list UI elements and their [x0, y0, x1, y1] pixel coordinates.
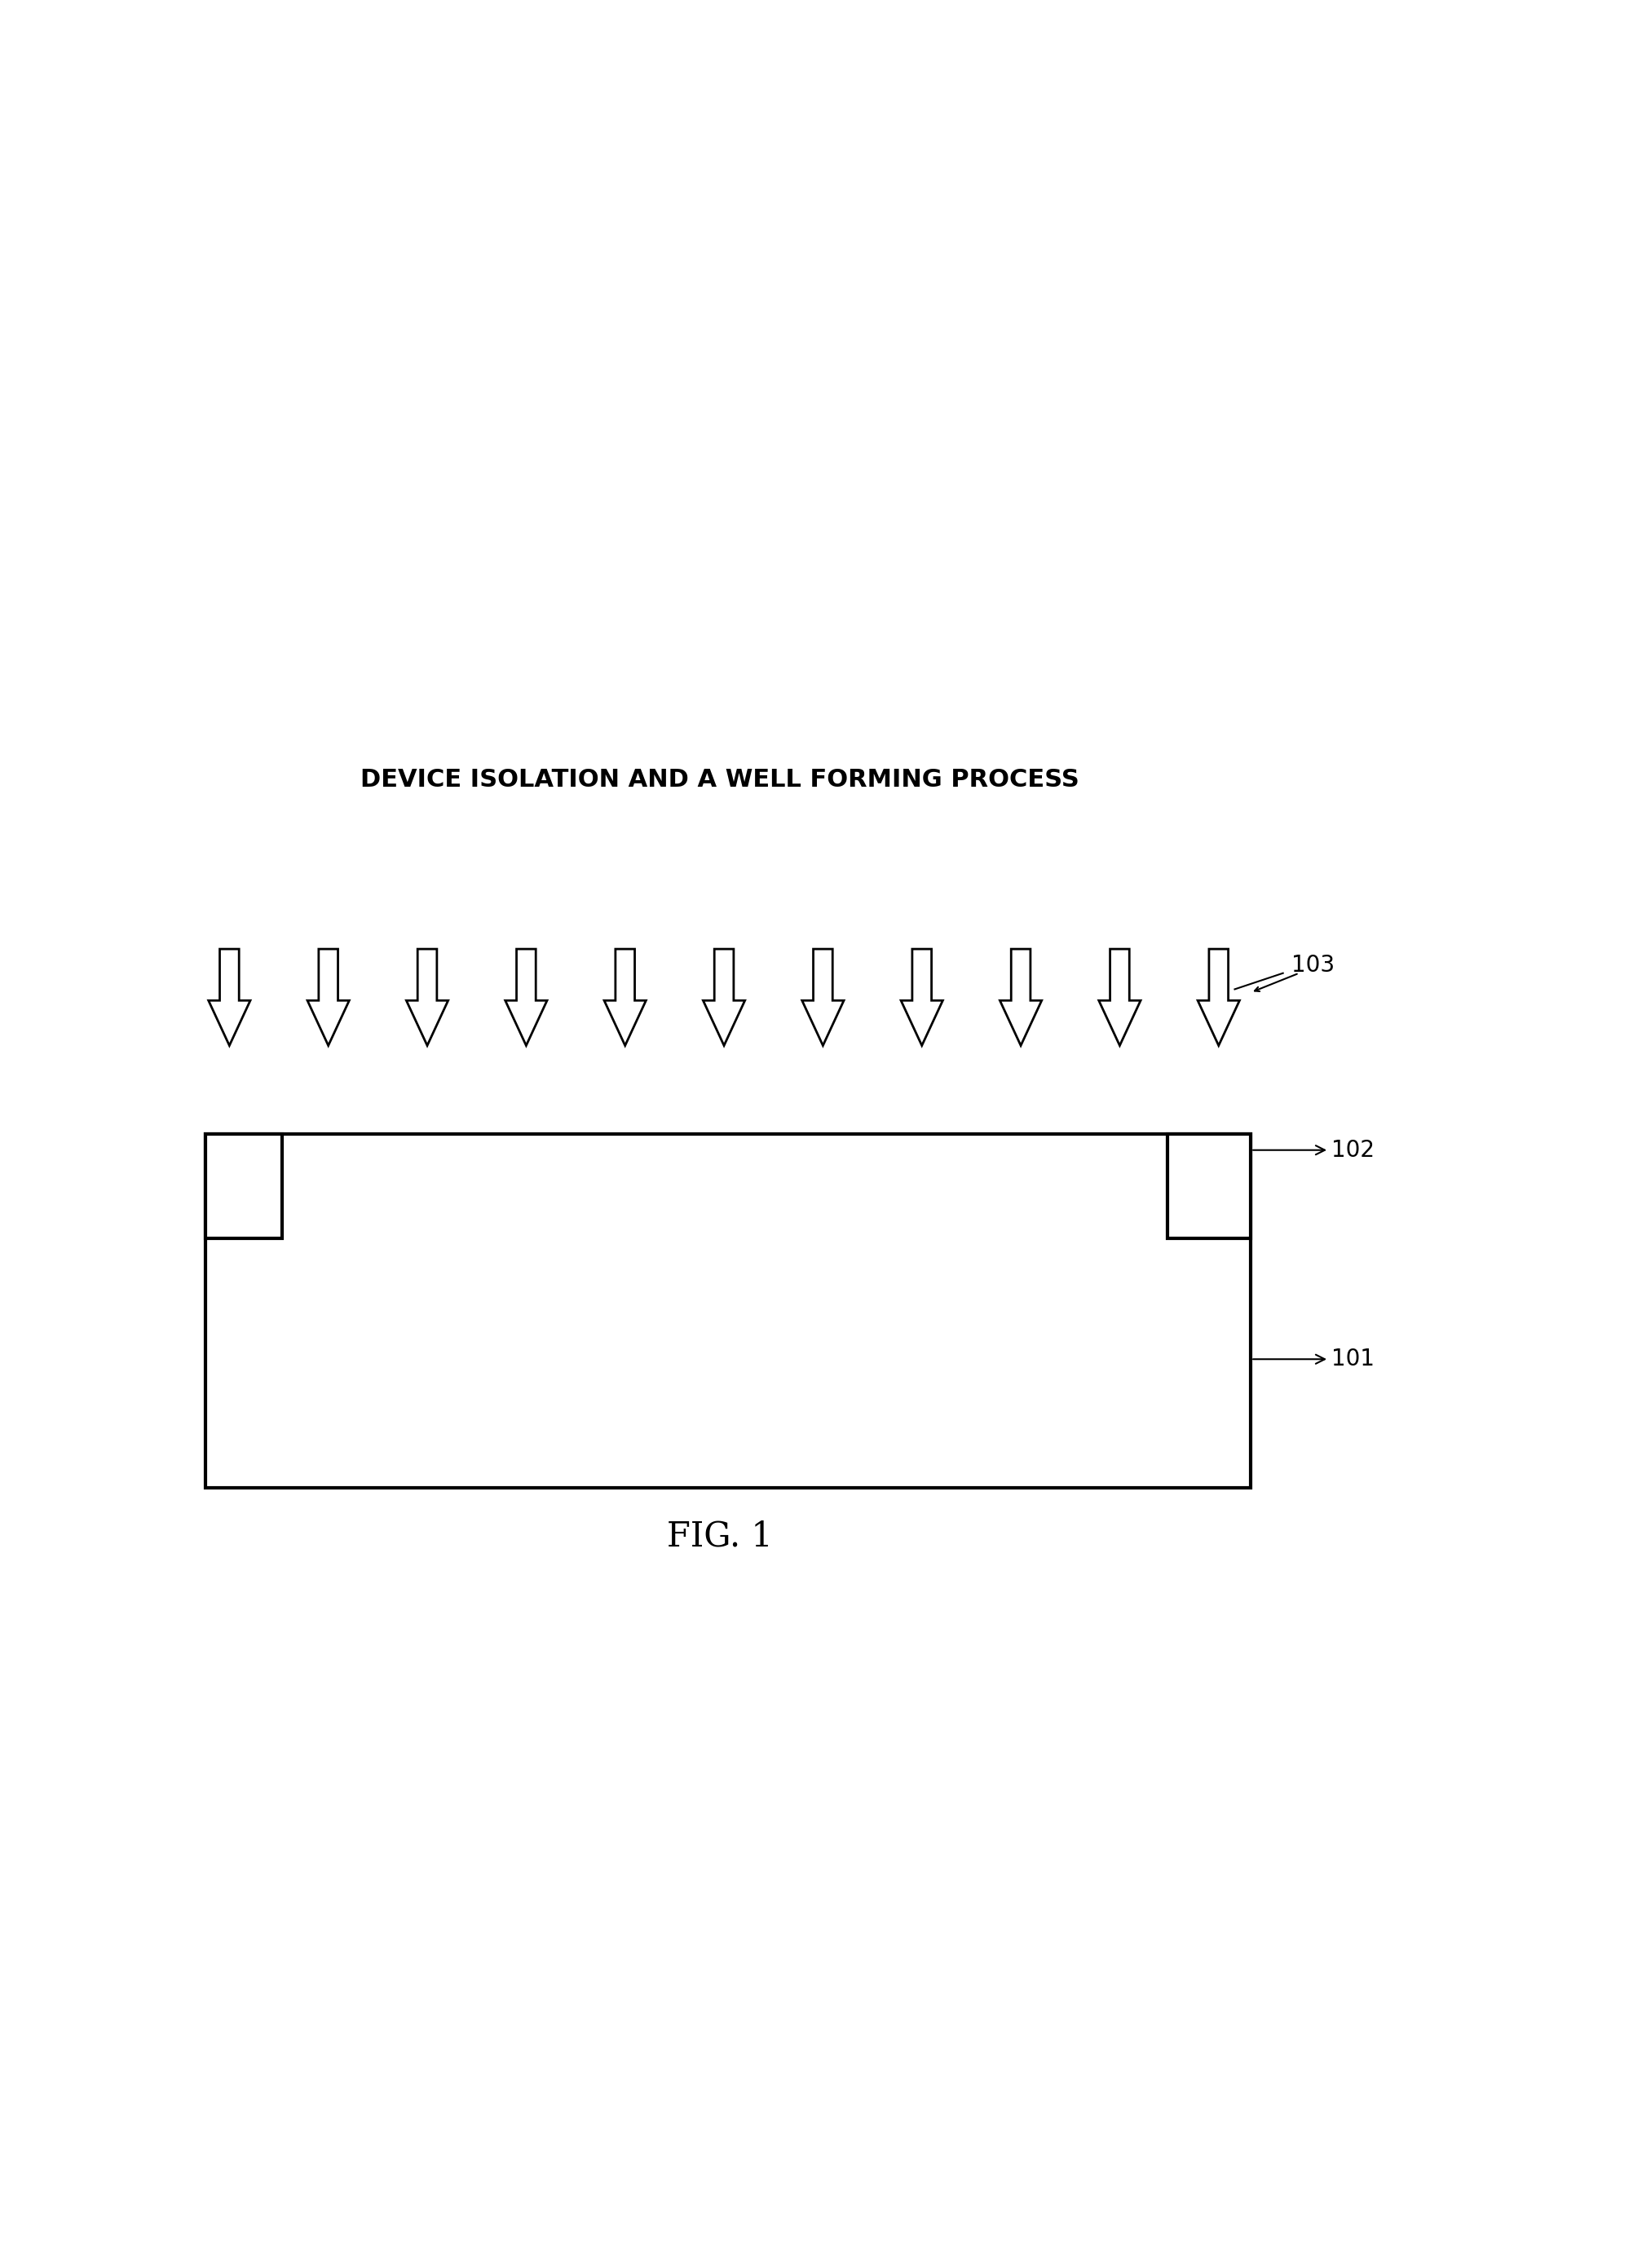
Polygon shape [999, 948, 1042, 1046]
Text: DEVICE ISOLATION AND A WELL FORMING PROCESS: DEVICE ISOLATION AND A WELL FORMING PROC… [361, 769, 1079, 792]
Polygon shape [209, 948, 250, 1046]
Polygon shape [307, 948, 349, 1046]
Text: FIG. 1: FIG. 1 [668, 1520, 772, 1554]
Text: 103: 103 [1292, 955, 1334, 978]
Polygon shape [1168, 1134, 1251, 1238]
Polygon shape [206, 1134, 283, 1238]
Polygon shape [604, 948, 647, 1046]
Polygon shape [704, 948, 745, 1046]
Polygon shape [1197, 948, 1239, 1046]
Polygon shape [407, 948, 447, 1046]
Text: 101: 101 [1253, 1347, 1375, 1370]
Polygon shape [1099, 948, 1140, 1046]
Polygon shape [802, 948, 844, 1046]
Text: 102: 102 [1253, 1139, 1375, 1161]
Polygon shape [901, 948, 942, 1046]
Polygon shape [505, 948, 547, 1046]
Polygon shape [206, 1134, 1251, 1488]
